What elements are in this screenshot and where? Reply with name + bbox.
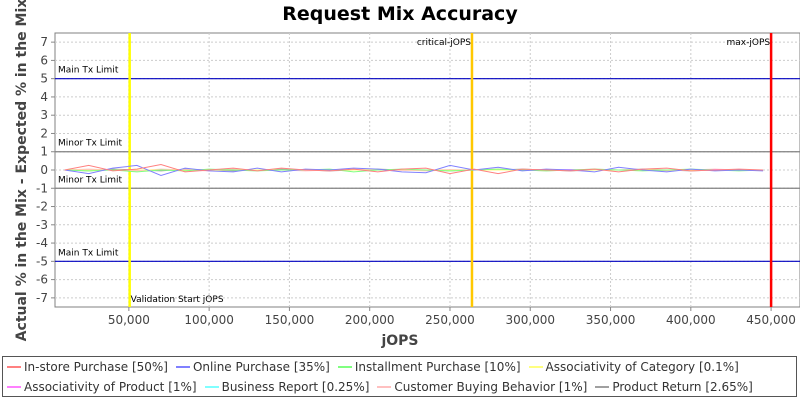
h-reference-label: Main Tx Limit [58, 248, 119, 258]
x-tick-label: 350,000 [586, 313, 636, 327]
y-axis-label: Actual % in the Mix - Expected % in the … [14, 0, 30, 341]
h-reference-label: Minor Tx Limit [58, 175, 123, 185]
x-tick-label: 450,000 [746, 313, 796, 327]
legend-swatch [204, 386, 219, 388]
chart-svg: Request Mix Accuracy 50,000 100,000 150,000… [14, 0, 800, 349]
y-tick-label: 4 [40, 90, 48, 104]
legend-item: Associativity of Product [1%] [7, 380, 197, 394]
y-tick-label: 6 [40, 53, 48, 67]
y-tick-label: -7 [36, 291, 48, 305]
v-reference-label: critical-jOPS [417, 38, 471, 48]
legend-swatch [377, 386, 392, 388]
y-tick-label: -4 [36, 236, 48, 250]
legend-item: In-store Purchase [50%] [7, 360, 168, 374]
h-reference-label: Main Tx Limit [58, 66, 119, 76]
v-reference-label: Validation Start jOPS [131, 295, 224, 305]
y-tick-label: 0 [40, 163, 48, 177]
legend: In-store Purchase [50%] Online Purchase [… [2, 356, 797, 397]
legend-swatch [7, 386, 21, 388]
x-axis-label: jOPS [380, 333, 418, 349]
legend-item: Customer Buying Behavior [1%] [377, 380, 587, 394]
legend-item: Business Report [0.25%] [204, 380, 370, 394]
legend-item: Installment Purchase [10%] [337, 360, 521, 374]
legend-swatch [595, 386, 610, 388]
series-line [64, 164, 764, 175]
series-line [64, 164, 764, 177]
y-tick-label: 5 [40, 72, 48, 86]
legend-swatch [175, 366, 190, 368]
y-tick-label: 2 [40, 126, 48, 140]
y-tick-label: -2 [36, 200, 48, 214]
legend-label: Installment Purchase [10%] [354, 360, 521, 374]
legend-label: Business Report [0.25%] [221, 380, 370, 394]
y-tick-label: -5 [36, 254, 48, 268]
y-tick-label: -1 [36, 181, 48, 195]
x-tick-label: 100,000 [184, 313, 234, 327]
legend-item: Product Return [2.65%] [595, 380, 753, 394]
x-tick-label: 200,000 [345, 313, 395, 327]
y-tick-label: 7 [40, 35, 48, 49]
v-reference-label: max-jOPS [727, 38, 771, 48]
legend-label: Customer Buying Behavior [1%] [394, 380, 588, 394]
legend-swatch [337, 366, 352, 368]
x-tick-label: 150,000 [265, 313, 315, 327]
x-tick-label: 250,000 [425, 313, 475, 327]
legend-label: Online Purchase [35%] [192, 360, 330, 374]
y-tick-label: -6 [36, 273, 48, 287]
y-tick-label: 3 [40, 108, 48, 122]
legend-swatch [7, 366, 21, 368]
legend-item: Associativity of Category [0.1%] [528, 360, 739, 374]
y-tick-label: -3 [36, 218, 48, 232]
h-reference-label: Minor Tx Limit [58, 139, 123, 149]
x-tick-label: 400,000 [666, 313, 716, 327]
legend-item: Online Purchase [35%] [175, 360, 330, 374]
x-tick-label: 50,000 [108, 313, 150, 327]
legend-label: Product Return [2.65%] [612, 380, 753, 394]
legend-label: In-store Purchase [50%] [24, 360, 168, 374]
legend-label: Associativity of Product [1%] [24, 380, 197, 394]
legend-label: Associativity of Category [0.1%] [545, 360, 739, 374]
y-tick-label: 1 [40, 145, 48, 159]
legend-swatch [528, 366, 543, 368]
chart-title: Request Mix Accuracy [282, 3, 518, 25]
x-tick-label: 300,000 [505, 313, 555, 327]
